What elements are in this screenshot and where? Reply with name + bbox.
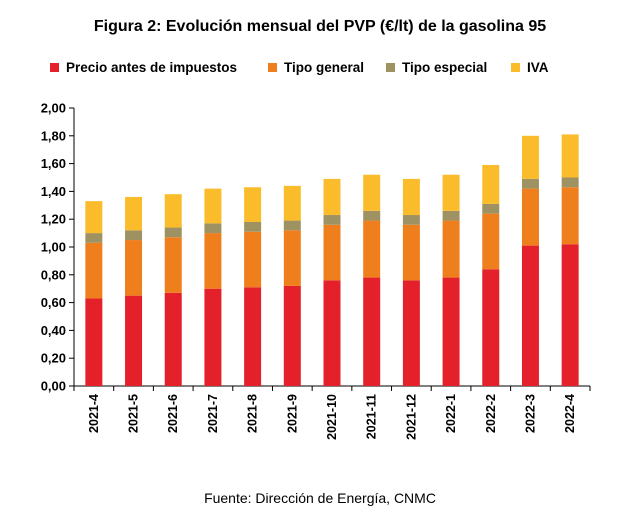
bar-tipo-especial-2021-10: [323, 215, 341, 225]
bar-tipo-especial-2021-5: [125, 230, 143, 241]
bar-tipo-general-2021-11: [363, 220, 381, 278]
bar-iva-2021-10: [323, 178, 341, 216]
x-tick-label: 2021-10: [325, 394, 339, 440]
bar-tipo-especial-2021-4: [85, 233, 103, 243]
legend-item: IVA: [511, 60, 549, 75]
x-tick-label: 2021-5: [127, 394, 141, 433]
bar-tipo-general-2022-3: [521, 188, 539, 246]
legend-label: Tipo general: [284, 60, 365, 75]
bar-tipo-especial-2021-8: [244, 221, 262, 232]
chart-title: Figura 2: Evolución mensual del PVP (€/l…: [93, 18, 547, 35]
bar-precio-antes-de-impuestos-2022-4: [561, 244, 579, 386]
x-tick-label: 2021-4: [87, 394, 101, 433]
bar-iva-2022-3: [521, 135, 539, 179]
bar-precio-antes-de-impuestos-2021-5: [125, 295, 143, 386]
bar-precio-antes-de-impuestos-2022-1: [442, 277, 460, 386]
bar-tipo-general-2021-4: [85, 242, 103, 299]
y-tick-label: 2,00: [41, 101, 66, 116]
bar-iva-2021-11: [363, 174, 381, 211]
bar-precio-antes-de-impuestos-2021-7: [204, 288, 222, 386]
bar-tipo-especial-2021-7: [204, 223, 222, 234]
legend-swatch: [268, 63, 277, 72]
x-tick-label: 2021-7: [206, 394, 220, 433]
bar-tipo-especial-2022-4: [561, 177, 579, 188]
bar-iva-2021-4: [85, 201, 103, 234]
x-tick-label: 2022-1: [444, 394, 458, 433]
bar-precio-antes-de-impuestos-2021-8: [244, 287, 262, 386]
bar-tipo-general-2021-8: [244, 231, 262, 288]
source-note: Fuente: Dirección de Energía, CNMC: [204, 490, 436, 506]
legend-label: Precio antes de impuestos: [66, 60, 238, 75]
x-tick-label: 2021-9: [285, 394, 299, 433]
x-tick-label: 2021-12: [404, 394, 418, 440]
bar-iva-2021-12: [402, 178, 420, 216]
legend: Precio antes de impuestos Tipo general Tip…: [0, 60, 640, 82]
y-tick-label: 1,40: [41, 184, 66, 199]
legend-item: Tipo especial: [386, 60, 487, 75]
bar-iva-2022-2: [482, 164, 500, 204]
x-tick-label: 2022-3: [523, 394, 537, 433]
bar-iva-2022-4: [561, 134, 579, 178]
legend-swatch: [386, 63, 395, 72]
y-tick-label: 0,20: [41, 351, 66, 366]
bar-precio-antes-de-impuestos-2021-9: [283, 285, 301, 386]
bar-precio-antes-de-impuestos-2022-3: [521, 245, 539, 386]
bar-tipo-especial-2021-12: [402, 215, 420, 225]
y-tick-label: 1,60: [41, 156, 66, 171]
y-tick-label: 1,80: [41, 128, 66, 143]
bar-tipo-especial-2022-2: [482, 203, 500, 214]
bar-iva-2021-6: [164, 194, 182, 228]
x-tick-label: 2021-6: [166, 394, 180, 433]
bar-tipo-especial-2021-9: [283, 220, 301, 231]
bar-tipo-general-2022-1: [442, 220, 460, 278]
legend-label: Tipo especial: [402, 60, 488, 75]
legend-swatch: [50, 63, 59, 72]
y-tick-label: 0,60: [41, 295, 66, 310]
bar-tipo-especial-2022-1: [442, 210, 460, 221]
bar-iva-2021-9: [283, 185, 301, 221]
y-tick-label: 1,20: [41, 212, 66, 227]
bar-precio-antes-de-impuestos-2021-6: [164, 292, 182, 386]
bar-tipo-general-2021-12: [402, 224, 420, 281]
legend-label: IVA: [527, 60, 549, 75]
x-tick-label: 2022-4: [563, 394, 577, 433]
y-tick-label: 0,00: [41, 379, 66, 394]
y-tick-label: 0,40: [41, 323, 66, 338]
bar-tipo-general-2022-4: [561, 187, 579, 245]
bar-tipo-especial-2022-3: [521, 178, 539, 189]
bar-tipo-general-2022-2: [482, 213, 500, 270]
bar-tipo-general-2021-6: [164, 237, 182, 293]
bar-iva-2021-8: [244, 187, 262, 222]
bar-tipo-especial-2021-6: [164, 227, 182, 238]
y-tick-label: 0,80: [41, 267, 66, 282]
bar-precio-antes-de-impuestos-2021-11: [363, 277, 381, 386]
bar-tipo-general-2021-9: [283, 230, 301, 286]
bar-tipo-especial-2021-11: [363, 210, 381, 221]
x-tick-label: 2021-11: [365, 394, 379, 439]
y-tick-label: 1,00: [41, 240, 66, 255]
bar-tipo-general-2021-7: [204, 233, 222, 289]
bar-precio-antes-de-impuestos-2021-12: [402, 280, 420, 386]
bar-iva-2022-1: [442, 174, 460, 211]
legend-swatch: [511, 63, 520, 72]
bar-tipo-general-2021-10: [323, 224, 341, 281]
bar-precio-antes-de-impuestos-2022-2: [482, 269, 500, 386]
bar-iva-2021-5: [125, 196, 143, 231]
stacked-bar-chart: 0,00 0,20 0,40 0,60 0,80 1,00 1,20 1,40 1,60 1,80…: [41, 101, 591, 440]
bar-tipo-general-2021-5: [125, 240, 143, 296]
bar-precio-antes-de-impuestos-2021-10: [323, 280, 341, 386]
legend-item: Precio antes de impuestos: [50, 60, 237, 75]
bar-precio-antes-de-impuestos-2021-4: [85, 298, 103, 386]
x-tick-label: 2022-2: [484, 394, 498, 433]
bar-iva-2021-7: [204, 188, 222, 224]
legend-item: Tipo general: [268, 60, 364, 75]
x-tick-label: 2021-8: [246, 394, 260, 433]
